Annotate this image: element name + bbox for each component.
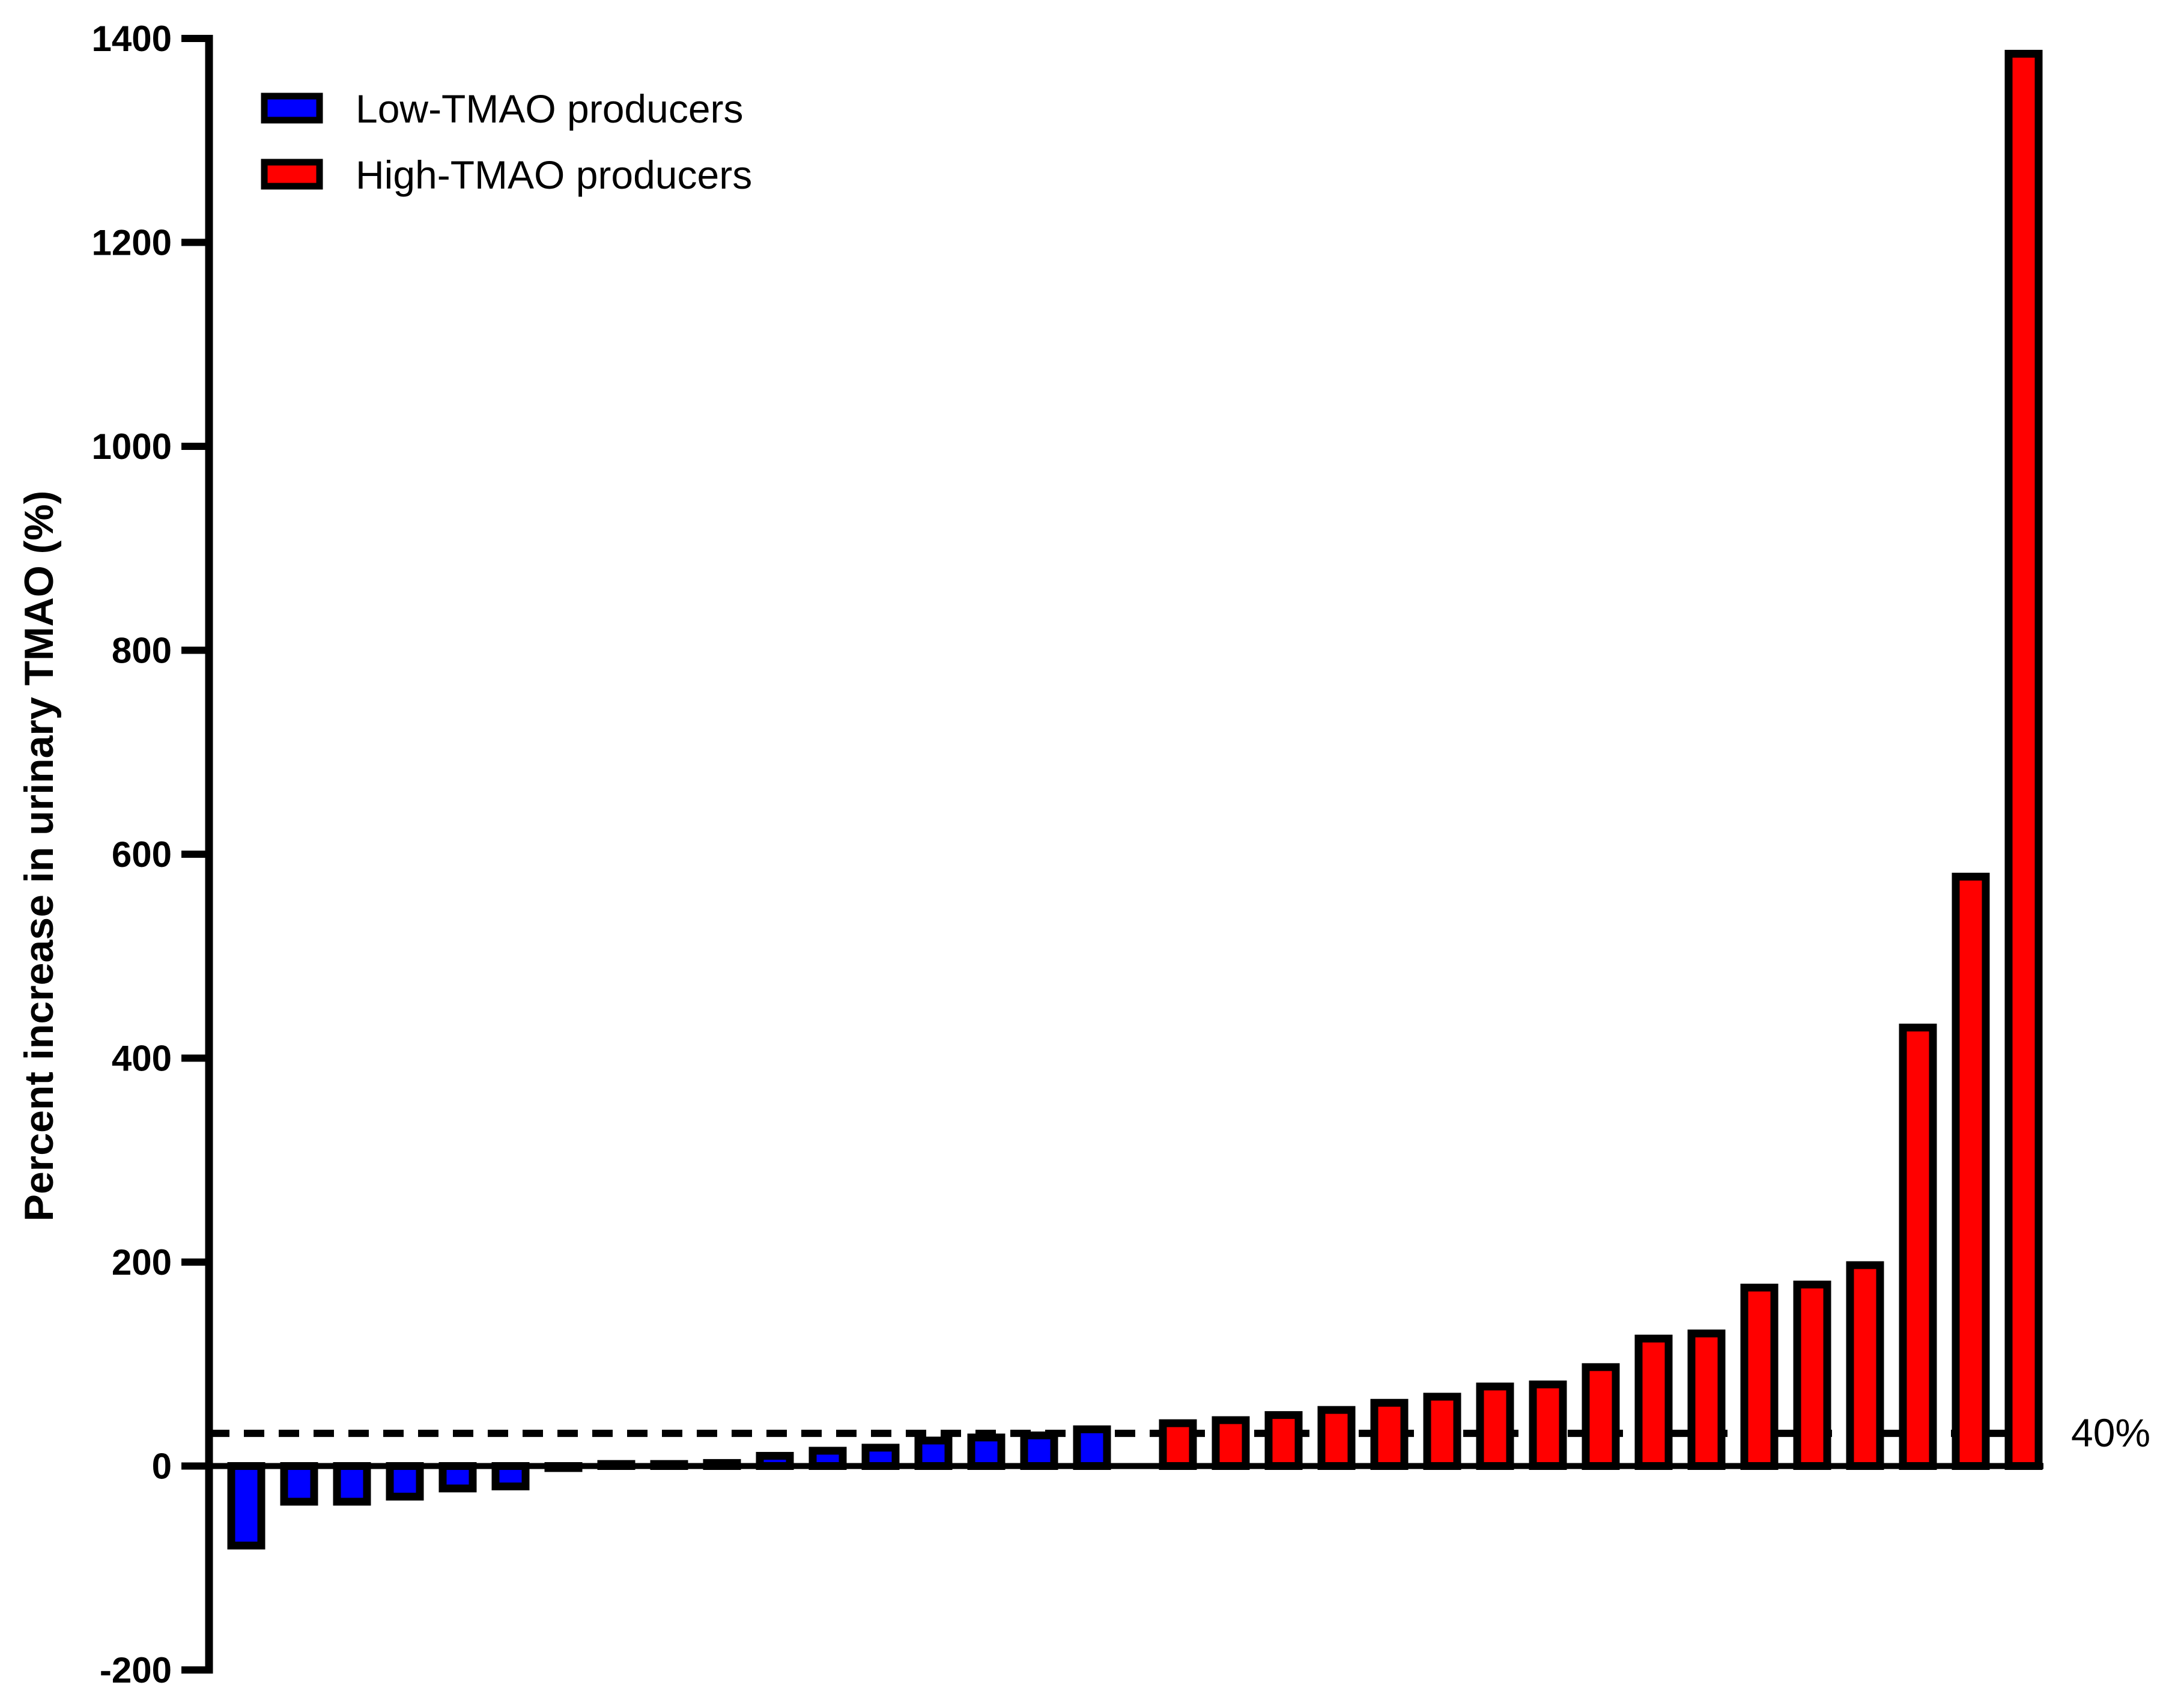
low-tmao-bar-15 (967, 1433, 1006, 1470)
high-tmao-bar-8 (1529, 1380, 1567, 1470)
legend-label-high: High-TMAO producers (356, 153, 752, 197)
y-tick-label-1000: 1000 (92, 427, 172, 467)
low-tmao-bar-16 (1020, 1431, 1058, 1470)
y-tick-label--200: -200 (100, 1650, 172, 1690)
legend-swatch-low (261, 93, 323, 124)
high-tmao-bar-17 (2004, 49, 2043, 1471)
legend-label-low: Low-TMAO producers (356, 87, 744, 131)
y-tick-label-1400: 1400 (92, 19, 172, 59)
high-tmao-bar-15 (1899, 1024, 1937, 1470)
low-tmao-bar-3 (333, 1462, 371, 1506)
low-tmao-bar-2 (280, 1462, 318, 1506)
low-tmao-bar-6 (491, 1462, 530, 1490)
reference-layer: 40% (209, 1410, 2150, 1455)
high-tmao-bar-3 (1264, 1411, 1303, 1470)
legend-swatch-high (261, 159, 323, 190)
high-tmao-bar-1 (1159, 1419, 1197, 1471)
high-tmao-bar-16 (1952, 872, 1990, 1470)
y-axis-title: Percent increase in urinary TMAO (%) (16, 491, 62, 1222)
y-tick-label-800: 800 (112, 631, 172, 671)
low-tmao-bar-17 (1073, 1425, 1111, 1470)
high-tmao-bar-14 (1846, 1261, 1884, 1471)
y-tick-label-0: 0 (152, 1447, 172, 1487)
axes: -200 0 200 400 600 800 1000 1200 1400 (92, 19, 2043, 1690)
bars (227, 49, 2043, 1550)
y-tick-label-600: 600 (112, 834, 172, 875)
high-tmao-bar-13 (1793, 1280, 1831, 1470)
low-tmao-bar-14 (914, 1436, 953, 1470)
high-tmao-bar-7 (1476, 1382, 1514, 1470)
high-tmao-bar-6 (1423, 1392, 1461, 1471)
high-tmao-bar-10 (1634, 1334, 1673, 1470)
high-tmao-bar-12 (1740, 1283, 1779, 1470)
low-tmao-bar-4 (386, 1462, 424, 1501)
reference-line-label: 40% (2071, 1410, 2150, 1455)
high-tmao-bar-5 (1370, 1398, 1409, 1470)
high-tmao-bar-2 (1212, 1416, 1250, 1471)
y-tick-label-400: 400 (112, 1039, 172, 1079)
legend: Low-TMAO producers High-TMAO producers (261, 87, 752, 197)
high-tmao-bar-9 (1582, 1363, 1620, 1471)
low-tmao-bar-5 (438, 1462, 477, 1493)
high-tmao-bar-4 (1317, 1406, 1356, 1470)
y-tick-label-200: 200 (112, 1242, 172, 1283)
low-tmao-bar-1 (227, 1462, 265, 1550)
high-tmao-bar-11 (1687, 1329, 1726, 1470)
y-tick-label-1200: 1200 (92, 223, 172, 263)
